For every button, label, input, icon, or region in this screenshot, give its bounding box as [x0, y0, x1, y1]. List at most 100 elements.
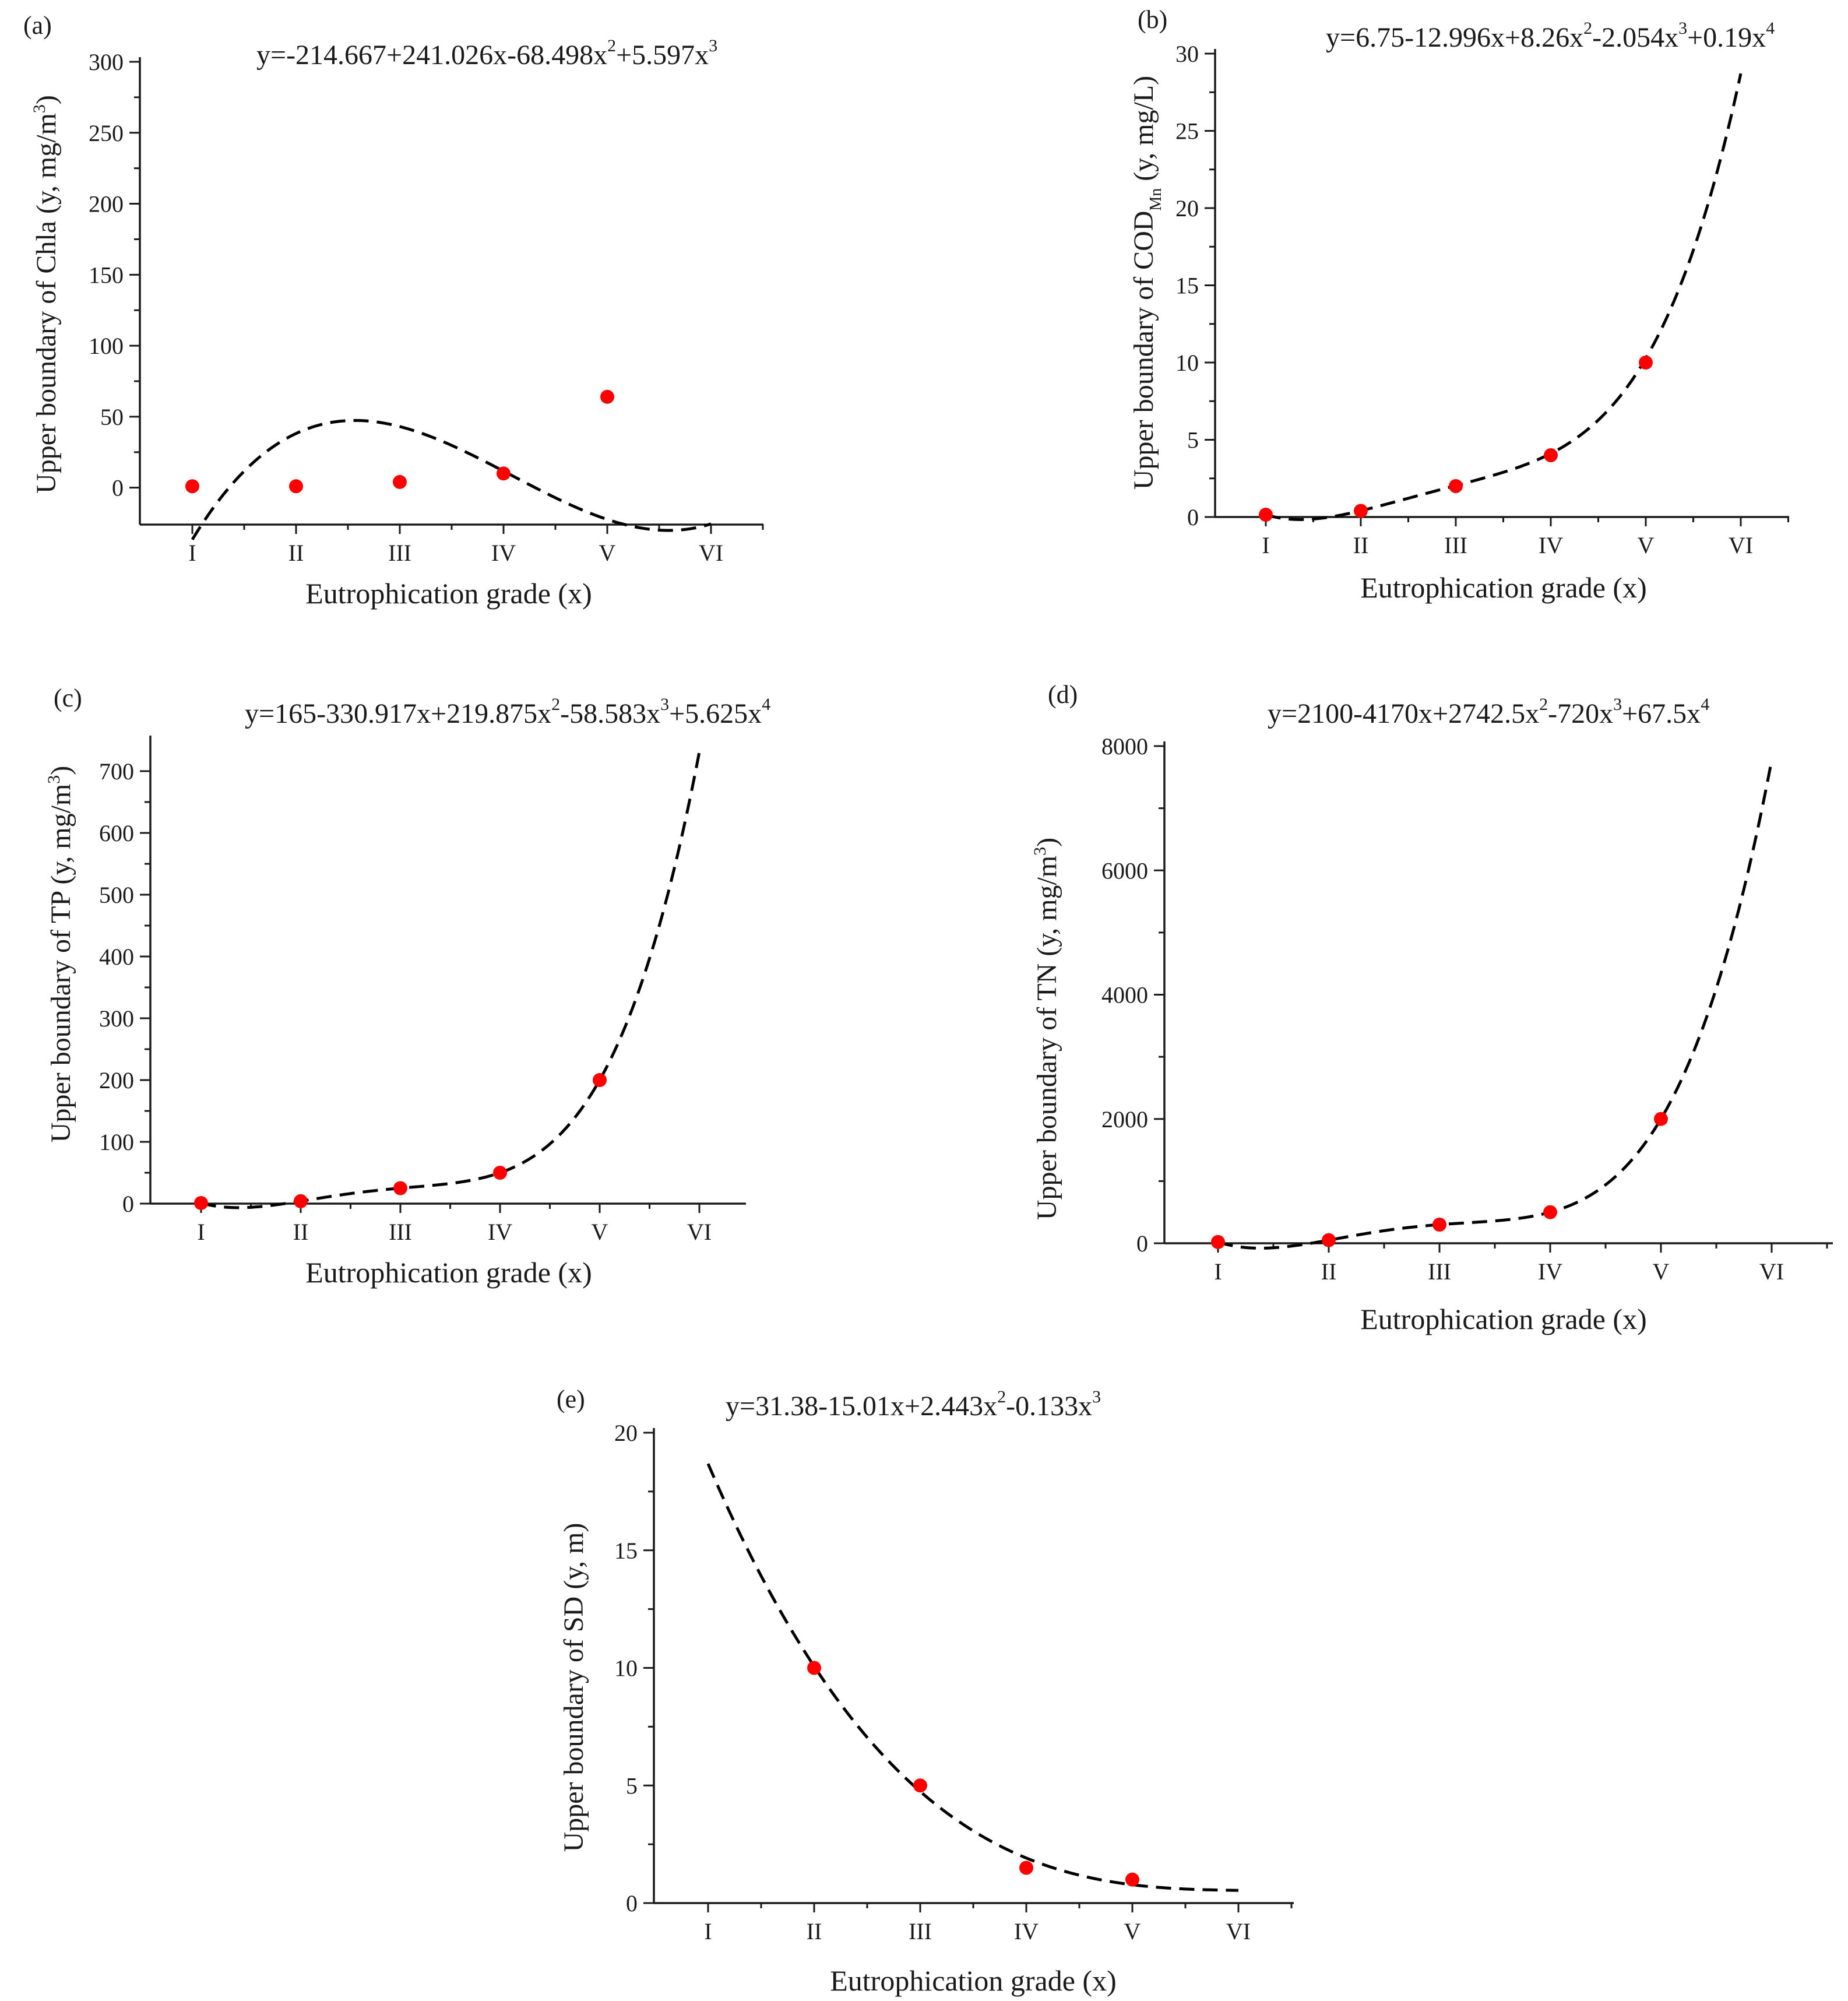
x-tick-label: V: [1653, 1258, 1670, 1285]
x-tick-label: I: [1214, 1258, 1222, 1285]
y-tick-label: 0: [626, 1890, 638, 1916]
y-tick-label: 15: [1175, 273, 1199, 299]
x-tick-label: VI: [687, 1219, 712, 1245]
x-tick-label: II: [293, 1219, 309, 1245]
data-point: [1019, 1861, 1033, 1875]
panel-d: (d) y=2100-4170x+2742.5x2-720x3+67.5x4 U…: [909, 670, 1848, 1341]
x-tick-label: II: [1353, 532, 1369, 558]
y-axis-label: Upper boundary of TP (y, mg/m3): [44, 766, 76, 1142]
fit-curve: [200, 751, 701, 1209]
x-axis-label: Eutrophication grade (x): [305, 577, 592, 610]
x-tick-label: III: [389, 1219, 412, 1245]
y-axis-label: Upper boundary of CODMn (y, mg/L): [1128, 76, 1165, 490]
x-tick-label: V: [599, 540, 616, 566]
data-point: [807, 1661, 821, 1675]
x-tick-label: III: [388, 540, 411, 566]
x-tick-label: I: [704, 1918, 712, 1944]
fit-curve: [706, 1463, 1239, 1892]
data-point: [1449, 479, 1463, 493]
data-point: [393, 1181, 407, 1195]
y-tick-label: 4000: [1101, 982, 1148, 1008]
x-tick-label: VI: [699, 540, 723, 566]
data-point: [1259, 508, 1273, 522]
fit-equation: y=165-330.917x+219.875x2-58.583x3+5.625x…: [245, 695, 770, 729]
x-tick-label: I: [188, 540, 196, 566]
chart-d: (d) y=2100-4170x+2742.5x2-720x3+67.5x4 U…: [1030, 680, 1833, 1335]
data-point: [1639, 356, 1653, 370]
y-tick-label: 0: [1187, 504, 1199, 530]
y-tick-label: 700: [99, 758, 134, 785]
x-tick-label: VI: [1729, 532, 1753, 558]
y-axis-label: Upper boundary of Chla (y, mg/m3): [30, 95, 62, 494]
data-point: [913, 1778, 927, 1793]
data-point: [1354, 504, 1368, 518]
panel-e: (e) y=31.38-15.01x+2.443x2-0.133x3 Upper…: [525, 1364, 1340, 2001]
data-point: [1544, 448, 1558, 462]
data-point: [1654, 1112, 1668, 1126]
y-tick-label: 400: [99, 944, 134, 970]
x-tick-label: II: [807, 1918, 822, 1944]
y-tick-label: 2000: [1101, 1106, 1148, 1133]
x-tick-label: IV: [488, 1219, 512, 1245]
y-tick-label: 0: [122, 1191, 134, 1217]
y-tick-label: 600: [99, 820, 134, 846]
x-axis-label: Eutrophication grade (x): [830, 1964, 1116, 1997]
chart-b: (b) y=6.75-12.996x+8.26x2-2.054x3+0.19x4…: [1128, 5, 1789, 604]
panel-c: (c) y=165-330.917x+219.875x2-58.583x3+5.…: [0, 670, 909, 1311]
data-point: [289, 479, 303, 494]
fit-equation: y=2100-4170x+2742.5x2-720x3+67.5x4: [1268, 695, 1709, 729]
chart-a: (a) y=-214.667+241.026x-68.498x2+5.597x3…: [23, 11, 764, 610]
y-tick-label: 30: [1175, 41, 1199, 67]
y-tick-label: 10: [614, 1655, 638, 1682]
panel-a: (a) y=-214.667+241.026x-68.498x2+5.597x3…: [0, 0, 909, 630]
data-point: [1322, 1233, 1336, 1247]
data-point: [1543, 1205, 1557, 1219]
data-point: [194, 1195, 208, 1210]
x-tick-label: II: [1321, 1258, 1337, 1285]
x-tick-label: IV: [1538, 1258, 1562, 1285]
data-point: [593, 1073, 607, 1087]
fit-equation: y=-214.667+241.026x-68.498x2+5.597x3: [256, 36, 717, 71]
y-tick-label: 150: [89, 262, 124, 288]
fit-curve: [1265, 73, 1743, 521]
fit-curve: [191, 419, 712, 540]
x-tick-label: III: [1428, 1258, 1451, 1285]
x-tick-label: IV: [1539, 532, 1563, 558]
x-tick-label: IV: [1014, 1918, 1039, 1944]
data-point: [393, 474, 407, 489]
x-tick-label: I: [197, 1219, 205, 1245]
y-tick-label: 50: [100, 404, 124, 430]
panel-label: (b): [1138, 5, 1167, 34]
x-tick-label: III: [909, 1918, 932, 1944]
x-tick-label: IV: [491, 540, 516, 566]
y-tick-label: 100: [99, 1129, 134, 1155]
fit-equation: y=31.38-15.01x+2.443x2-0.133x3: [726, 1387, 1101, 1422]
y-tick-label: 0: [1136, 1230, 1148, 1257]
x-tick-label: V: [592, 1219, 608, 1245]
y-tick-label: 20: [1175, 195, 1199, 221]
x-axis-label: Eutrophication grade (x): [1360, 1303, 1646, 1335]
y-tick-label: 100: [89, 333, 124, 359]
data-point: [493, 1166, 507, 1180]
panel-label: (d): [1048, 680, 1078, 709]
y-tick-label: 5: [1187, 427, 1199, 453]
data-point: [600, 389, 614, 404]
chart-c: (c) y=165-330.917x+219.875x2-58.583x3+5.…: [44, 684, 770, 1289]
y-tick-label: 250: [89, 120, 124, 146]
panel-label: (e): [557, 1385, 585, 1413]
y-tick-label: 0: [112, 475, 124, 501]
y-tick-label: 200: [89, 191, 124, 217]
x-tick-label: V: [1638, 532, 1655, 558]
panel-b: (b) y=6.75-12.996x+8.26x2-2.054x3+0.19x4…: [909, 0, 1848, 630]
y-axis-label: Upper boundary of TN (y, mg/m3): [1030, 838, 1062, 1220]
y-axis-label: Upper boundary of SD (y, m): [558, 1523, 589, 1852]
x-tick-label: VI: [1226, 1918, 1251, 1944]
chart-e: (e) y=31.38-15.01x+2.443x2-0.133x3 Upper…: [557, 1385, 1294, 1997]
x-tick-label: II: [288, 540, 304, 566]
data-point: [497, 466, 511, 481]
panel-label: (c): [54, 684, 82, 712]
y-tick-label: 10: [1175, 350, 1199, 376]
